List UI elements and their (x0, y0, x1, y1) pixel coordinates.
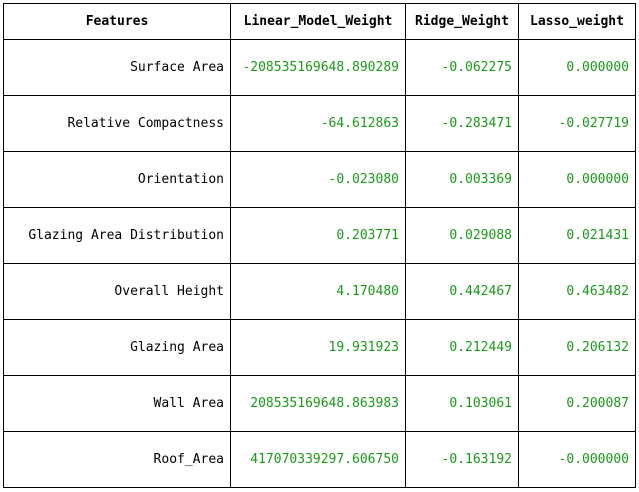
header-row: Features Linear_Model_Weight Ridge_Weigh… (3, 3, 636, 40)
linear-weight-cell: 208535169648.863983 (230, 375, 406, 432)
table-row: Relative Compactness -64.612863 -0.28347… (3, 95, 636, 152)
lasso-weight-cell: 0.000000 (518, 39, 636, 96)
lasso-weight-cell: -0.000000 (518, 431, 636, 488)
feature-cell: Surface Area (3, 39, 231, 96)
table-row: Glazing Area 19.931923 0.212449 0.206132 (3, 319, 636, 376)
table-row: Roof_Area 417070339297.606750 -0.163192 … (3, 431, 636, 488)
linear-weight-cell: -0.023080 (230, 151, 406, 208)
feature-cell: Wall Area (3, 375, 231, 432)
header-lasso-weight: Lasso_weight (518, 3, 636, 40)
linear-weight-cell: -208535169648.890289 (230, 39, 406, 96)
linear-weight-cell: -64.612863 (230, 95, 406, 152)
header-ridge-weight: Ridge_Weight (405, 3, 519, 40)
lasso-weight-cell: 0.463482 (518, 263, 636, 320)
ridge-weight-cell: 0.103061 (405, 375, 519, 432)
lasso-weight-cell: 0.206132 (518, 319, 636, 376)
lasso-weight-cell: -0.027719 (518, 95, 636, 152)
feature-cell: Orientation (3, 151, 231, 208)
ridge-weight-cell: -0.062275 (405, 39, 519, 96)
ridge-weight-cell: 0.003369 (405, 151, 519, 208)
feature-cell: Glazing Area Distribution (3, 207, 231, 264)
feature-cell: Roof_Area (3, 431, 231, 488)
linear-weight-cell: 19.931923 (230, 319, 406, 376)
ridge-weight-cell: -0.283471 (405, 95, 519, 152)
weights-table: Features Linear_Model_Weight Ridge_Weigh… (3, 3, 636, 488)
linear-weight-cell: 417070339297.606750 (230, 431, 406, 488)
table-row: Surface Area -208535169648.890289 -0.062… (3, 39, 636, 96)
table-row: Wall Area 208535169648.863983 0.103061 0… (3, 375, 636, 432)
lasso-weight-cell: 0.000000 (518, 151, 636, 208)
linear-weight-cell: 4.170480 (230, 263, 406, 320)
header-features: Features (3, 3, 231, 40)
header-linear-model-weight: Linear_Model_Weight (230, 3, 406, 40)
ridge-weight-cell: -0.163192 (405, 431, 519, 488)
feature-cell: Glazing Area (3, 319, 231, 376)
lasso-weight-cell: 0.021431 (518, 207, 636, 264)
table-row: Overall Height 4.170480 0.442467 0.46348… (3, 263, 636, 320)
table-row: Orientation -0.023080 0.003369 0.000000 (3, 151, 636, 208)
feature-cell: Relative Compactness (3, 95, 231, 152)
feature-cell: Overall Height (3, 263, 231, 320)
table-row: Glazing Area Distribution 0.203771 0.029… (3, 207, 636, 264)
lasso-weight-cell: 0.200087 (518, 375, 636, 432)
ridge-weight-cell: 0.029088 (405, 207, 519, 264)
linear-weight-cell: 0.203771 (230, 207, 406, 264)
ridge-weight-cell: 0.212449 (405, 319, 519, 376)
ridge-weight-cell: 0.442467 (405, 263, 519, 320)
